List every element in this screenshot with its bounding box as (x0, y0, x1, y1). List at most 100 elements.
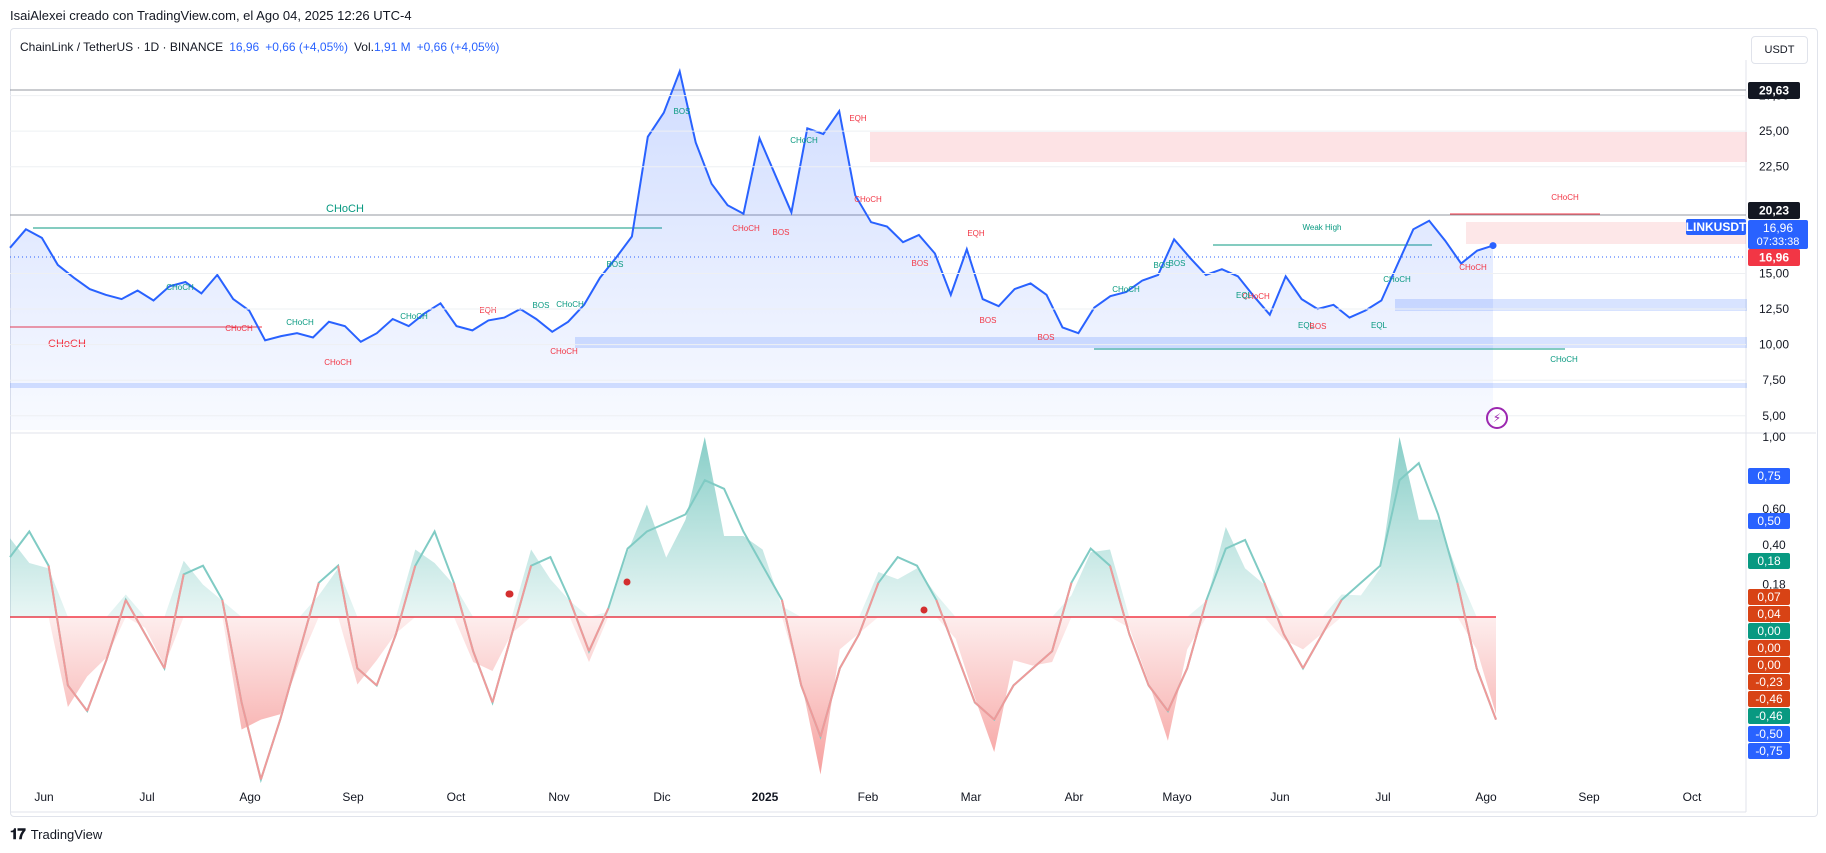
top-line-label-bg (1748, 82, 1800, 99)
osc-signal-bear-segment (259, 719, 282, 780)
osc-bull-fill (10, 437, 1496, 617)
osc-signal-bear-segment (86, 659, 108, 712)
structure-label: EQH (967, 229, 985, 238)
osc-signal-bear-segment (1051, 582, 1073, 652)
osc-value-label-bg (1748, 640, 1790, 656)
upper-line-label-bg (1748, 202, 1800, 219)
ticker-label: LINKUSDT (1686, 220, 1747, 234)
oscillator: 1,000,800,600,400,180,000,750,500,180,07… (9, 430, 1790, 784)
structure-label: CHoCH (1459, 263, 1487, 272)
osc-signal-bear-segment (105, 599, 127, 661)
structure-label: CHoCH (48, 338, 86, 350)
osc-value-label: 0,04 (1757, 607, 1781, 621)
osc-value-label: -0,46 (1755, 709, 1783, 723)
last-price-red-label-bg (1748, 249, 1800, 266)
osc-signal-bear-segment (954, 650, 976, 703)
price-line[interactable] (9, 67, 1494, 344)
structure-label: Weak High (1303, 223, 1342, 232)
osc-signal-bear-segment (800, 685, 822, 738)
osc-signal-bear-segment (819, 668, 841, 737)
lightning-bolt-icon[interactable]: ⚡ (1486, 407, 1508, 429)
structure-label: CHoCH (326, 203, 364, 215)
osc-signal-bear-segment (974, 701, 995, 721)
osc-value-label: 0,07 (1757, 590, 1781, 604)
supply-zone (870, 132, 1747, 162)
osc-signal-bear-segment (124, 599, 146, 635)
osc-tick-label: 0,60 (1762, 502, 1786, 516)
osc-signal-bear-segment (1109, 565, 1131, 635)
osc-signal-bear-segment (838, 633, 861, 669)
price-tick-label: 22,50 (1759, 160, 1789, 174)
osc-signal-bear-segment (356, 667, 378, 687)
osc-tick-label: 1,00 (1762, 430, 1786, 444)
structure-label: BOS (1154, 261, 1171, 270)
osc-signal-bear-segment (337, 565, 359, 669)
osc-signal-bear-segment (1186, 599, 1208, 669)
price-change: +0,66 (+4,05%) (265, 40, 348, 54)
ticker-label-bg (1686, 219, 1746, 235)
osc-value-label: -0,50 (1755, 727, 1783, 741)
countdown-label: 07:33:38 (1757, 236, 1800, 248)
structure-label: CHoCH (286, 318, 314, 327)
price-tick-label: 12,50 (1759, 302, 1789, 316)
price-tick-label: 5,00 (1762, 409, 1786, 423)
price-area (9, 67, 1497, 431)
structure-label: CHoCH (556, 300, 584, 309)
time-tick-label: Ago (1475, 790, 1497, 804)
osc-value-label-bg (1748, 674, 1790, 690)
structure-label: CHoCH (550, 347, 578, 356)
osc-signal-bear-segment (1456, 582, 1478, 669)
structure-label: EQL (1298, 321, 1315, 330)
osc-signal-bear-segment (993, 684, 1015, 721)
osc-value-label-bg (1748, 743, 1790, 759)
time-tick-label: 2025 (752, 790, 779, 804)
osc-signal-bear-segment (163, 574, 185, 669)
osc-value-label: 0,00 (1757, 624, 1781, 638)
osc-signal-bear-segment (240, 702, 262, 780)
osc-value-label-bg (1748, 623, 1790, 639)
price-area-fill (10, 71, 1493, 431)
osc-signal-bear-segment (298, 582, 320, 652)
time-tick-label: Sep (342, 790, 364, 804)
symbol-title[interactable]: ChainLink / TetherUS · 1D · BINANCE (20, 40, 224, 54)
osc-signal-bear-segment (452, 582, 475, 652)
osc-signal-bear-segment (1475, 667, 1497, 720)
structure-label: CHoCH (324, 358, 352, 367)
time-tick-label: Mayo (1162, 790, 1192, 804)
structure-label: CHoCH (166, 283, 194, 292)
structure-label: CHoCH (1383, 275, 1411, 284)
osc-signal-bear-segment (588, 608, 610, 652)
osc-signal-dot (623, 578, 631, 586)
top-line-label: 29,63 (1759, 84, 1789, 98)
osc-value-label-bg (1748, 691, 1790, 707)
last-price-dot (1489, 242, 1497, 250)
osc-signal-bear-segment (1012, 667, 1034, 687)
osc-tick-label: 0,18 (1762, 578, 1786, 592)
structure-label: BOS (1169, 259, 1186, 268)
upper-line-label: 20,23 (1759, 204, 1789, 218)
osc-signal-bear-segment (1147, 684, 1169, 712)
osc-value-label-bg (1748, 468, 1790, 484)
osc-value-label: 0,18 (1757, 554, 1781, 568)
last-price: 16,96 (229, 40, 260, 54)
currency-button[interactable]: USDT (1751, 36, 1808, 64)
osc-value-label-bg (1748, 657, 1790, 673)
osc-value-label-bg (1748, 606, 1790, 622)
structure-label: BOS (533, 301, 550, 310)
osc-signal-bear-segment (1282, 633, 1304, 669)
osc-signal-bear-segment (1167, 667, 1189, 712)
structure-label: BOS (674, 107, 691, 116)
price-tick-label: 10,00 (1759, 338, 1789, 352)
volume-value: 1,91 M (373, 40, 411, 54)
price-tick-label: 25,00 (1759, 124, 1789, 138)
time-tick-label: Mar (961, 790, 982, 804)
osc-signal-bear-segment (858, 582, 880, 635)
structure-label: CHoCH (400, 312, 428, 321)
osc-bear-fill (10, 617, 1496, 775)
footer: 𝟏𝟕 TradingView (10, 826, 102, 843)
brand-name[interactable]: TradingView (30, 827, 103, 842)
structure-label: BOS (1038, 333, 1055, 342)
osc-value-label: 0,00 (1757, 658, 1781, 672)
axes: 27,5025,0022,5015,0012,5010,007,505,00Ju… (10, 82, 1808, 804)
